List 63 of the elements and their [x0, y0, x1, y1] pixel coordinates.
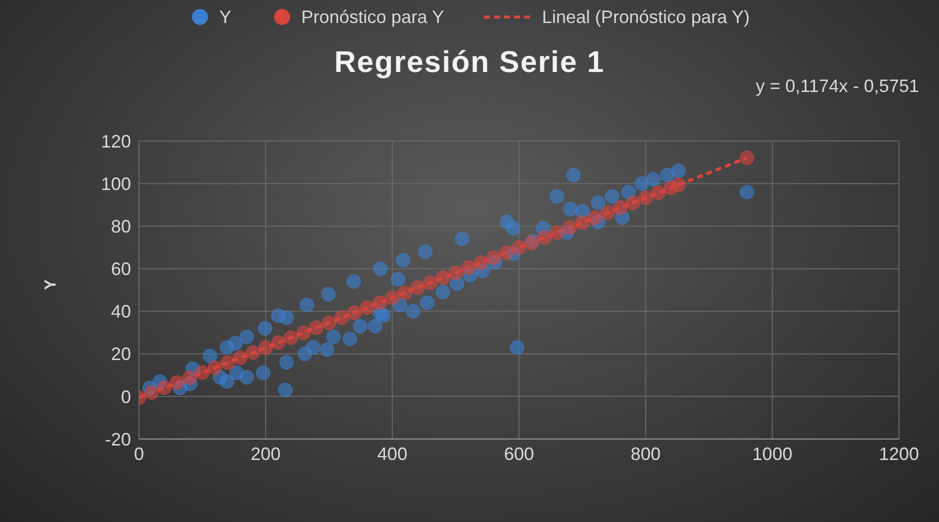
point	[550, 225, 564, 240]
chart-title: Regresión Serie 1	[334, 46, 605, 79]
point	[671, 178, 686, 192]
point	[271, 335, 286, 350]
point	[246, 345, 260, 360]
legend-label: Lineal (Pronóstico para Y)	[542, 6, 750, 28]
point	[537, 230, 552, 245]
point	[322, 316, 336, 330]
x-tick-label: 800	[630, 444, 661, 464]
point	[360, 300, 374, 315]
point	[613, 200, 628, 215]
point	[651, 185, 666, 200]
y-tick-label: 60	[110, 259, 131, 280]
point	[740, 150, 754, 166]
point	[448, 266, 463, 280]
point	[512, 240, 526, 255]
y-tick-label: 100	[100, 174, 131, 194]
point	[398, 286, 412, 300]
y-tick-label: 20	[110, 344, 131, 364]
point	[575, 215, 590, 230]
point	[372, 296, 387, 310]
point	[208, 360, 222, 375]
point	[461, 260, 476, 275]
point	[626, 195, 640, 210]
point	[588, 210, 602, 226]
point	[347, 306, 362, 320]
x-tick-label: 1000	[752, 444, 792, 464]
point	[258, 340, 273, 355]
point	[144, 385, 159, 400]
y-tick-label: 0	[120, 386, 131, 407]
y-tick-label: 80	[110, 216, 131, 237]
legend-label: Pronóstico para Y	[301, 6, 444, 28]
x-tick-label: 400	[377, 444, 408, 464]
point	[562, 220, 577, 235]
point	[499, 246, 514, 260]
point	[233, 350, 248, 365]
y-tick-label: -20	[104, 429, 131, 450]
point	[284, 330, 298, 345]
y-axis-title: Y	[42, 279, 60, 290]
point	[436, 270, 450, 285]
point	[334, 310, 349, 325]
point	[296, 326, 311, 340]
x-tick-label: 600	[504, 444, 534, 464]
point	[385, 290, 400, 305]
point	[220, 355, 235, 370]
text: y = 0,1174x - 0,5751	[756, 76, 919, 97]
point	[182, 370, 197, 385]
x-tick-label: 0	[134, 444, 144, 464]
legend-label: Y	[219, 6, 232, 28]
point	[423, 276, 438, 290]
point	[157, 380, 172, 395]
x-tick-label: 200	[250, 444, 281, 464]
point	[309, 320, 324, 335]
point	[195, 365, 210, 380]
x-tick-label: 1200	[878, 444, 920, 464]
y-tick-label: 120	[100, 131, 131, 152]
point	[600, 205, 615, 220]
point	[170, 375, 184, 390]
point	[638, 190, 653, 206]
point	[410, 280, 425, 295]
y-tick-label: 40	[110, 302, 131, 322]
point	[474, 256, 488, 270]
point	[486, 250, 501, 265]
